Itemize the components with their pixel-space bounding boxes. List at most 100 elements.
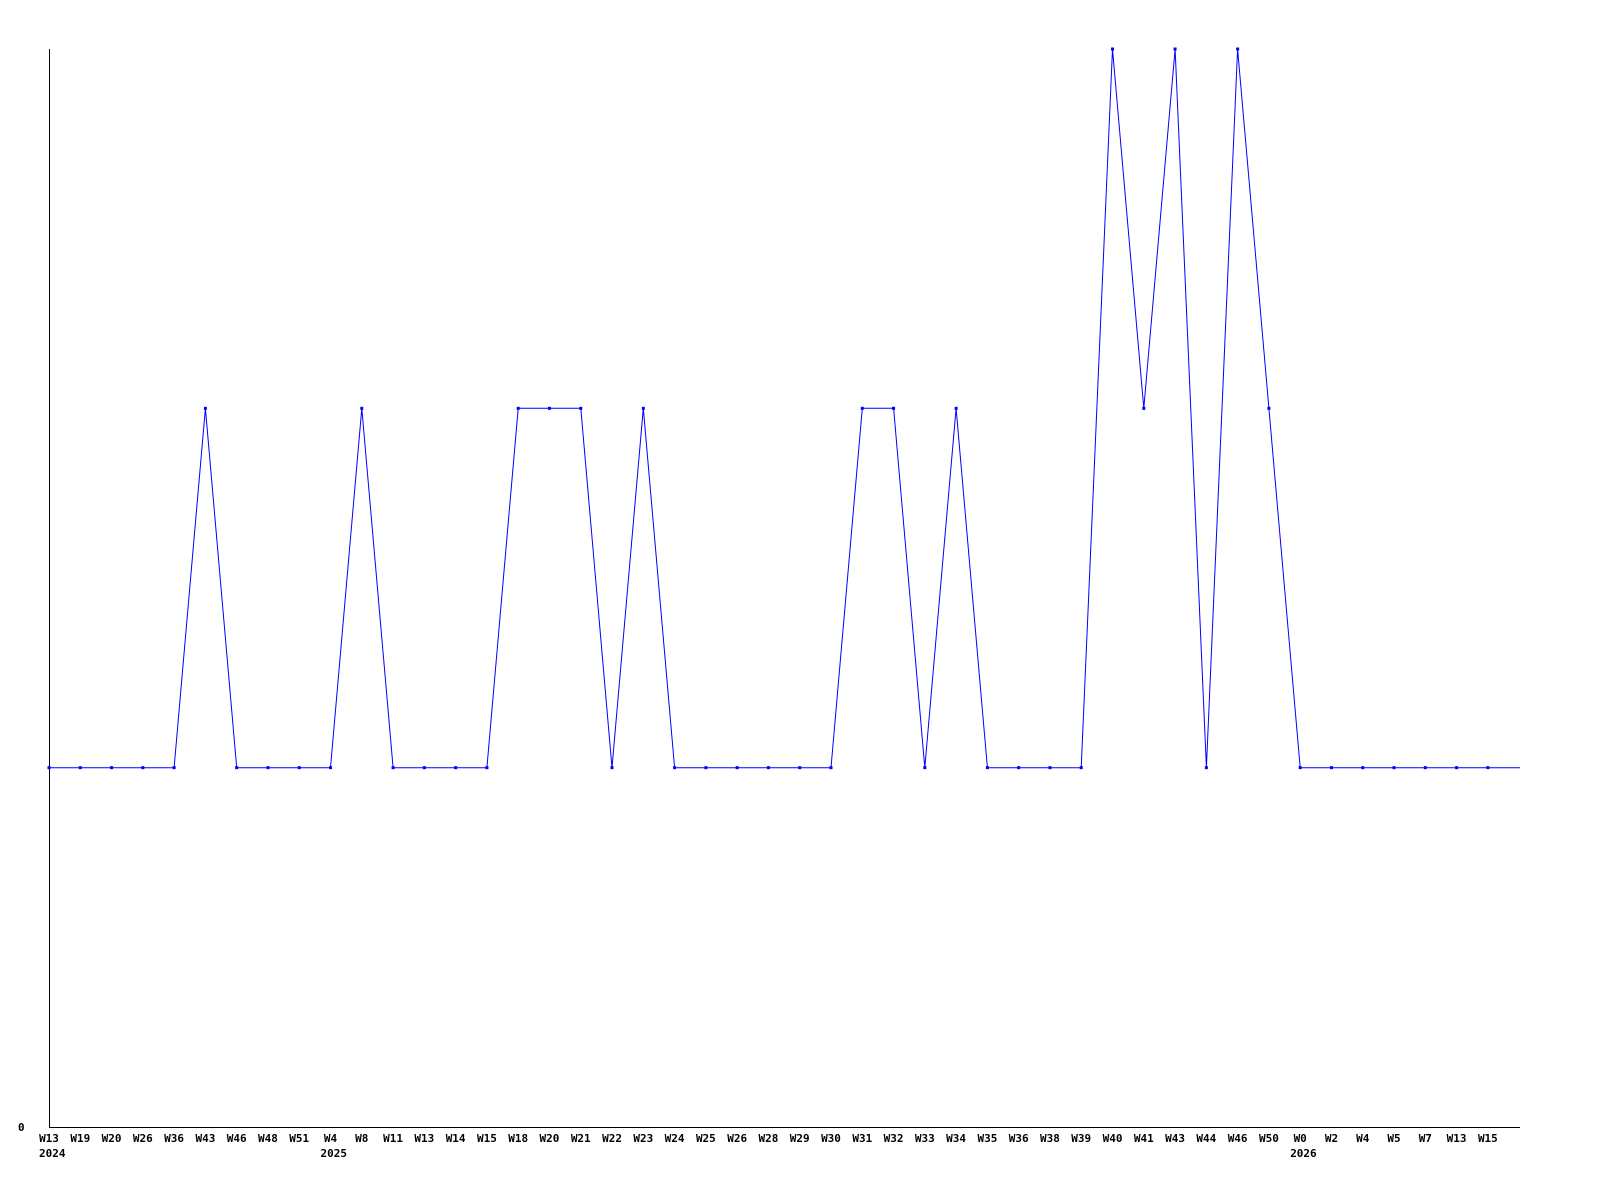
x-tick-label: W13 xyxy=(1447,1132,1467,1145)
x-tick-label: W4 xyxy=(324,1132,338,1145)
data-point xyxy=(1048,766,1052,770)
data-point xyxy=(329,766,333,770)
x-tick-label: W46 xyxy=(227,1132,247,1145)
x-tick-label: W2 xyxy=(1325,1132,1338,1145)
x-tick-label: W23 xyxy=(633,1132,653,1145)
data-point xyxy=(1361,766,1365,770)
data-point xyxy=(485,766,489,770)
data-point xyxy=(610,766,614,770)
data-point xyxy=(454,766,458,770)
data-point xyxy=(1142,406,1146,410)
data-point xyxy=(47,766,51,770)
x-tick-label: W29 xyxy=(790,1132,810,1145)
x-tick-label: W0 xyxy=(1294,1132,1307,1145)
data-point xyxy=(110,766,114,770)
data-point xyxy=(1111,47,1115,51)
data-point xyxy=(923,766,927,770)
x-tick-label: W11 xyxy=(383,1132,403,1145)
x-tick-label: W50 xyxy=(1259,1132,1279,1145)
data-point xyxy=(1204,766,1208,770)
year-label: 2026 xyxy=(1290,1147,1317,1160)
x-tick-label: W21 xyxy=(571,1132,591,1145)
data-point xyxy=(1173,47,1177,51)
x-tick-label: W26 xyxy=(727,1132,747,1145)
data-point xyxy=(1267,406,1271,410)
x-tick-label: W36 xyxy=(164,1132,184,1145)
x-tick-label: W44 xyxy=(1196,1132,1216,1145)
data-point xyxy=(579,406,583,410)
x-tick-label: W34 xyxy=(946,1132,966,1145)
data-point xyxy=(235,766,239,770)
x-tick-label: W33 xyxy=(915,1132,935,1145)
x-tick-label: W15 xyxy=(1478,1132,1498,1145)
x-tick-label: W5 xyxy=(1387,1132,1400,1145)
x-tick-label: W28 xyxy=(759,1132,779,1145)
data-point xyxy=(78,766,82,770)
data-point xyxy=(735,766,739,770)
x-tick-label: W25 xyxy=(696,1132,716,1145)
x-tick-label: W20 xyxy=(102,1132,122,1145)
x-tick-label: W51 xyxy=(289,1132,309,1145)
x-tick-label: W38 xyxy=(1040,1132,1060,1145)
x-tick-label: W41 xyxy=(1134,1132,1154,1145)
y-tick-label-0: 0 xyxy=(18,1121,25,1134)
x-tick-label: W43 xyxy=(1165,1132,1185,1145)
data-point xyxy=(766,766,770,770)
data-point xyxy=(1017,766,1021,770)
data-point xyxy=(516,406,520,410)
data-point xyxy=(1392,766,1396,770)
x-tick-label: W4 xyxy=(1356,1132,1370,1145)
data-point xyxy=(829,766,833,770)
x-tick-label: W14 xyxy=(446,1132,466,1145)
data-point xyxy=(1486,766,1490,770)
data-point xyxy=(1298,766,1302,770)
x-tick-label: W13 xyxy=(39,1132,59,1145)
x-tick-label: W24 xyxy=(665,1132,685,1145)
series-line xyxy=(49,48,1520,769)
x-tick-label: W39 xyxy=(1071,1132,1091,1145)
year-label: 2024 xyxy=(39,1147,66,1160)
data-point xyxy=(1455,766,1459,770)
x-tick-label: W18 xyxy=(508,1132,528,1145)
x-tick-label: W46 xyxy=(1228,1132,1248,1145)
x-tick-label: W48 xyxy=(258,1132,278,1145)
data-point xyxy=(266,766,270,770)
data-point xyxy=(360,406,364,410)
data-point xyxy=(1236,47,1240,51)
data-point xyxy=(141,766,145,770)
year-label: 2025 xyxy=(321,1147,348,1160)
x-tick-label: W31 xyxy=(852,1132,872,1145)
x-tick-label: W20 xyxy=(540,1132,560,1145)
data-point xyxy=(172,766,176,770)
x-tick-label: W15 xyxy=(477,1132,497,1145)
data-point xyxy=(798,766,802,770)
x-tick-label: W7 xyxy=(1419,1132,1432,1145)
x-tick-label: W13 xyxy=(414,1132,434,1145)
data-point xyxy=(203,406,207,410)
x-tick-label: W40 xyxy=(1103,1132,1123,1145)
data-point xyxy=(391,766,395,770)
data-point xyxy=(704,766,708,770)
data-point xyxy=(1329,766,1333,770)
data-point xyxy=(1423,766,1427,770)
data-point xyxy=(1079,766,1083,770)
data-point xyxy=(954,406,958,410)
data-point xyxy=(547,406,551,410)
x-tick-label: W35 xyxy=(977,1132,997,1145)
data-point xyxy=(422,766,426,770)
x-tick-label: W43 xyxy=(195,1132,215,1145)
data-point xyxy=(297,766,301,770)
x-tick-label: W32 xyxy=(884,1132,904,1145)
data-point xyxy=(985,766,989,770)
x-tick-label: W26 xyxy=(133,1132,153,1145)
x-tick-label: W19 xyxy=(70,1132,90,1145)
x-tick-label: W36 xyxy=(1009,1132,1029,1145)
data-point xyxy=(892,406,896,410)
data-point xyxy=(641,406,645,410)
x-tick-label: W22 xyxy=(602,1132,622,1145)
data-point xyxy=(860,406,864,410)
data-point xyxy=(673,766,677,770)
x-tick-label: W8 xyxy=(355,1132,368,1145)
x-tick-label: W30 xyxy=(821,1132,841,1145)
